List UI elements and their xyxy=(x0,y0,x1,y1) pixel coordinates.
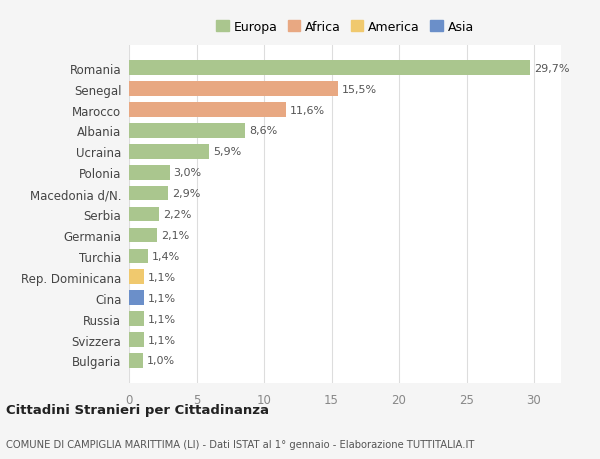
Text: 5,9%: 5,9% xyxy=(212,147,241,157)
Bar xyxy=(129,228,157,243)
Bar xyxy=(129,82,338,97)
Bar xyxy=(129,332,144,347)
Text: 1,1%: 1,1% xyxy=(148,314,176,324)
Text: COMUNE DI CAMPIGLIA MARITTIMA (LI) - Dati ISTAT al 1° gennaio - Elaborazione TUT: COMUNE DI CAMPIGLIA MARITTIMA (LI) - Dat… xyxy=(6,440,475,449)
Text: 2,1%: 2,1% xyxy=(161,230,190,241)
Text: 8,6%: 8,6% xyxy=(249,126,277,136)
Bar xyxy=(129,145,209,159)
Bar xyxy=(129,249,148,263)
Text: 1,0%: 1,0% xyxy=(146,356,175,366)
Text: 29,7%: 29,7% xyxy=(534,63,569,73)
Bar xyxy=(129,207,158,222)
Bar xyxy=(129,61,530,76)
Text: 3,0%: 3,0% xyxy=(173,168,202,178)
Text: Cittadini Stranieri per Cittadinanza: Cittadini Stranieri per Cittadinanza xyxy=(6,403,269,416)
Text: 1,4%: 1,4% xyxy=(152,252,180,261)
Bar xyxy=(129,186,168,201)
Bar xyxy=(129,103,286,118)
Text: 1,1%: 1,1% xyxy=(148,293,176,303)
Bar xyxy=(129,166,170,180)
Text: 15,5%: 15,5% xyxy=(342,84,377,95)
Bar xyxy=(129,124,245,139)
Text: 1,1%: 1,1% xyxy=(148,272,176,282)
Bar xyxy=(129,291,144,305)
Bar xyxy=(129,270,144,285)
Text: 2,2%: 2,2% xyxy=(163,210,191,219)
Text: 11,6%: 11,6% xyxy=(290,105,325,115)
Text: 1,1%: 1,1% xyxy=(148,335,176,345)
Text: 2,9%: 2,9% xyxy=(172,189,200,199)
Legend: Europa, Africa, America, Asia: Europa, Africa, America, Asia xyxy=(214,18,476,36)
Bar xyxy=(129,353,143,368)
Bar xyxy=(129,312,144,326)
